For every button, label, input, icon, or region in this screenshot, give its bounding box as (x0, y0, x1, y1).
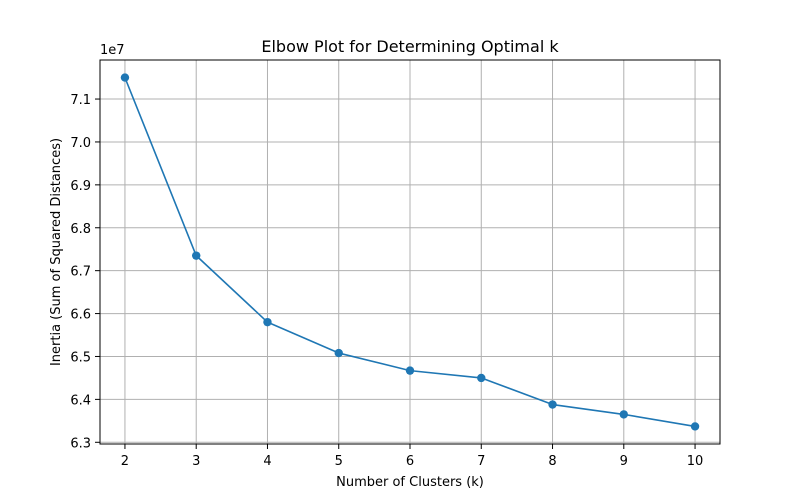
y-tick-label: 6.9 (70, 179, 91, 194)
y-axis-offset-label: 1e7 (100, 43, 125, 58)
y-tick-label: 6.4 (70, 393, 91, 408)
chart-title: Elbow Plot for Determining Optimal k (261, 37, 559, 56)
y-tick-label: 6.5 (70, 350, 91, 365)
data-point (120, 73, 130, 82)
x-tick-label: 6 (406, 454, 414, 469)
x-tick-label: 4 (263, 454, 271, 469)
y-tick-label: 6.6 (70, 308, 91, 323)
data-point (548, 400, 557, 409)
x-axis-label: Number of Clusters (k) (336, 475, 484, 490)
data-series (120, 73, 700, 431)
data-point (263, 317, 272, 327)
x-tick-label: 5 (335, 454, 343, 469)
x-tick-label: 7 (477, 454, 485, 469)
x-tick-label: 9 (620, 454, 628, 469)
data-point (334, 348, 343, 358)
y-tick-label: 6.7 (70, 265, 91, 280)
grid-lines (100, 60, 720, 444)
axis-ticks: 2 3 4 5 6 7 8 9 10 6.3 6.4 6.5 6.6 6.7 6.8 6.9 7.0 7.1 (70, 93, 703, 469)
data-point (690, 422, 700, 431)
y-tick-label: 6.8 (70, 222, 91, 237)
x-tick-label: 2 (121, 454, 129, 469)
x-tick-label: 8 (548, 454, 556, 469)
data-point (192, 251, 201, 260)
data-point (619, 410, 628, 419)
y-tick-label: 6.3 (70, 436, 91, 451)
y-tick-label: 7.0 (70, 136, 91, 151)
y-axis-label: Inertia (Sum of Squared Distances) (49, 138, 64, 366)
y-tick-label: 7.1 (70, 93, 91, 108)
data-point (477, 373, 486, 383)
data-point (405, 366, 415, 375)
x-tick-label: 10 (687, 454, 704, 469)
x-tick-label: 3 (192, 454, 200, 469)
